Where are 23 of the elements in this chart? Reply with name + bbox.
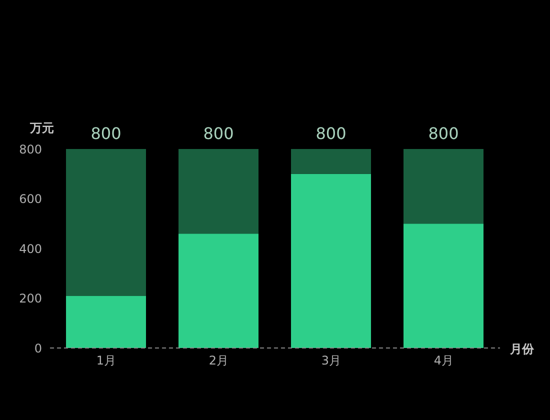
total-label: 800 [203, 124, 234, 143]
bar [291, 174, 371, 348]
y-tick-label: 800 [19, 142, 42, 156]
total-label: 800 [316, 124, 346, 143]
y-tick-label: 200 [19, 292, 42, 306]
bar [66, 149, 146, 296]
y-axis-title: 万元 [30, 120, 54, 137]
x-axis-title: 月份 [510, 341, 534, 358]
x-tick-label: 1月 [96, 354, 116, 368]
bar [404, 224, 484, 348]
x-tick-label: 2月 [208, 354, 229, 368]
x-tick-label: 3月 [321, 354, 342, 368]
bar [66, 296, 146, 348]
bar [291, 149, 371, 174]
y-tick-label: 600 [19, 192, 42, 206]
total-label: 800 [428, 124, 459, 143]
x-tick-label: 4月 [434, 354, 454, 368]
y-tick-label: 0 [34, 341, 42, 356]
bar [178, 149, 258, 234]
bar [404, 149, 484, 224]
y-tick-label: 400 [19, 242, 42, 256]
bar [178, 234, 258, 348]
total-label: 800 [90, 124, 122, 143]
